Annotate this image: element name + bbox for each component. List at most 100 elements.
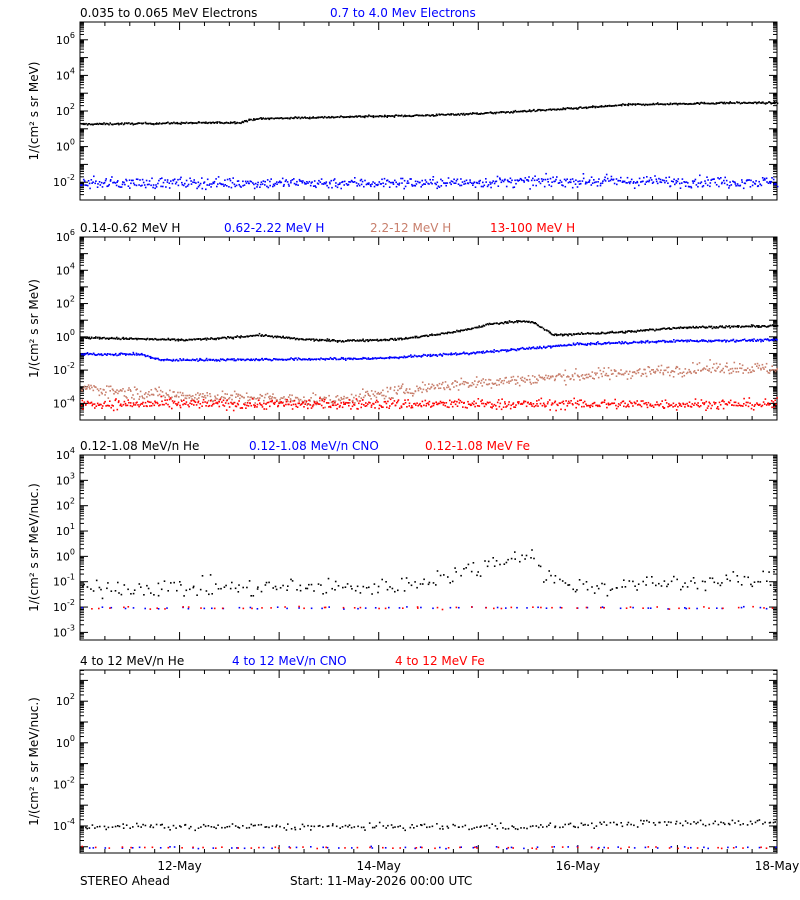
data-point	[348, 181, 350, 183]
data-point	[94, 407, 96, 409]
data-point	[671, 341, 674, 343]
data-point	[117, 122, 119, 125]
data-point	[495, 350, 497, 352]
data-point	[697, 182, 700, 184]
data-point	[350, 408, 352, 410]
data-point	[508, 401, 510, 403]
data-point	[412, 395, 414, 397]
data-point	[534, 175, 536, 177]
data-point	[536, 400, 538, 402]
data-point	[701, 102, 704, 104]
data-point	[527, 180, 530, 182]
data-point	[762, 401, 765, 403]
data-point	[129, 402, 132, 404]
data-point	[763, 325, 766, 327]
data-point	[212, 121, 214, 124]
data-point	[768, 404, 770, 406]
data-point	[700, 181, 703, 183]
data-point	[362, 340, 365, 342]
data-point	[222, 399, 225, 402]
data-point	[433, 387, 436, 390]
data-point	[523, 348, 525, 350]
data-point	[506, 349, 509, 351]
data-point	[587, 332, 589, 334]
data-point	[622, 103, 624, 105]
data-point	[449, 331, 452, 334]
data-point	[649, 103, 652, 106]
data-point	[695, 184, 698, 186]
data-point	[684, 403, 687, 406]
data-point	[725, 325, 727, 327]
data-point	[272, 336, 275, 339]
data-point	[343, 116, 345, 118]
data-point	[518, 384, 521, 387]
data-point	[745, 369, 747, 372]
data-point	[659, 371, 661, 374]
data-point	[516, 382, 519, 384]
data-point	[85, 403, 87, 406]
data-point	[739, 363, 741, 365]
data-point	[476, 112, 478, 114]
data-point	[715, 370, 717, 372]
data-point	[753, 325, 756, 327]
data-point	[172, 338, 174, 341]
data-point	[188, 405, 190, 408]
data-point	[207, 121, 210, 124]
data-point	[728, 185, 731, 187]
data-point	[725, 403, 728, 405]
data-point	[472, 112, 475, 115]
data-point	[241, 121, 243, 123]
data-point	[541, 376, 543, 379]
data-point	[386, 116, 388, 118]
data-point	[770, 369, 772, 371]
data-point	[472, 403, 475, 406]
data-point	[751, 404, 753, 406]
data-point	[390, 397, 393, 399]
data-point	[750, 324, 753, 326]
data-point	[152, 123, 155, 126]
data-point	[85, 353, 87, 355]
data-point	[445, 332, 447, 334]
data-point	[129, 353, 132, 356]
data-point	[201, 359, 204, 361]
data-point	[568, 181, 571, 183]
data-point	[617, 372, 620, 374]
data-point	[92, 403, 94, 405]
data-point	[766, 181, 768, 183]
data-point	[612, 402, 614, 405]
data-point	[513, 186, 516, 188]
data-point	[112, 181, 114, 184]
data-point	[354, 402, 356, 404]
data-point	[415, 183, 418, 185]
data-point	[145, 392, 147, 394]
data-point	[407, 391, 410, 394]
data-point	[344, 357, 347, 360]
data-point	[122, 123, 125, 126]
data-point	[602, 105, 604, 108]
data-point	[397, 385, 400, 388]
data-point	[455, 354, 458, 356]
data-point	[320, 357, 322, 359]
data-point	[284, 117, 287, 119]
data-point	[547, 178, 549, 181]
data-point	[251, 359, 253, 361]
data-point	[675, 409, 678, 411]
data-point	[157, 339, 160, 341]
data-point	[225, 400, 228, 402]
data-point	[727, 369, 730, 372]
data-point	[636, 329, 639, 332]
data-point	[687, 405, 690, 407]
data-point	[767, 182, 770, 184]
data-point	[455, 385, 458, 387]
data-point	[181, 183, 184, 186]
data-point	[735, 371, 738, 373]
data-point	[274, 401, 276, 404]
data-point	[223, 405, 226, 407]
data-point	[336, 395, 339, 397]
data-point	[587, 404, 589, 407]
data-point	[385, 402, 388, 405]
data-point	[230, 336, 232, 338]
data-point	[114, 337, 116, 340]
data-point	[370, 115, 372, 118]
y-tick-label: 101	[56, 522, 75, 538]
